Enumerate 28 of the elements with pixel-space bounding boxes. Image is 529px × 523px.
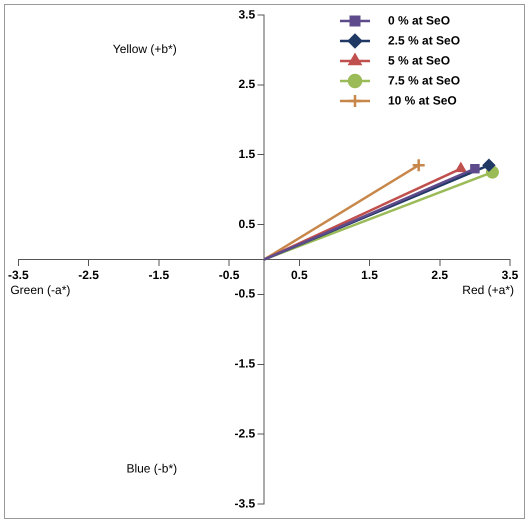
legend-label: 7.5 % at SeO — [388, 73, 460, 88]
legend-label: 2.5 % at SeO — [388, 33, 460, 48]
x-tick-label: -1.5 — [148, 268, 170, 282]
annotation: Red (+a*) — [462, 283, 514, 298]
x-tick-label: 2.5 — [431, 268, 448, 282]
legend-label: 10 % at SeO — [388, 93, 457, 108]
annotation: Yellow (+b*) — [112, 42, 177, 56]
legend-label: 0 % at SeO — [388, 13, 450, 28]
y-tick-label: -0.5 — [234, 286, 256, 301]
y-tick-label: -3.5 — [234, 496, 256, 510]
point — [470, 164, 480, 174]
y-tick-label: 1.5 — [238, 147, 256, 162]
point — [482, 158, 496, 172]
x-tick-label: -2.5 — [78, 268, 100, 282]
y-tick-label: 3.5 — [238, 7, 256, 22]
annotation: Green (-a*) — [10, 283, 70, 298]
x-tick-label: 1.5 — [361, 268, 378, 282]
y-tick-label: 2.5 — [238, 77, 256, 92]
annotation: Blue (-b*) — [126, 461, 178, 476]
y-tick-label: 0.5 — [238, 216, 256, 231]
legend-label: 5 % at SeO — [388, 53, 450, 68]
y-tick-label: -1.5 — [234, 356, 256, 371]
y-tick-label: -2.5 — [234, 426, 256, 440]
x-tick-label: 3.5 — [502, 268, 519, 282]
point — [411, 158, 426, 172]
x-tick-label: 0.5 — [290, 268, 308, 282]
x-tick-label: -3.5 — [8, 268, 29, 282]
x-tick-label: -0.5 — [218, 268, 240, 282]
